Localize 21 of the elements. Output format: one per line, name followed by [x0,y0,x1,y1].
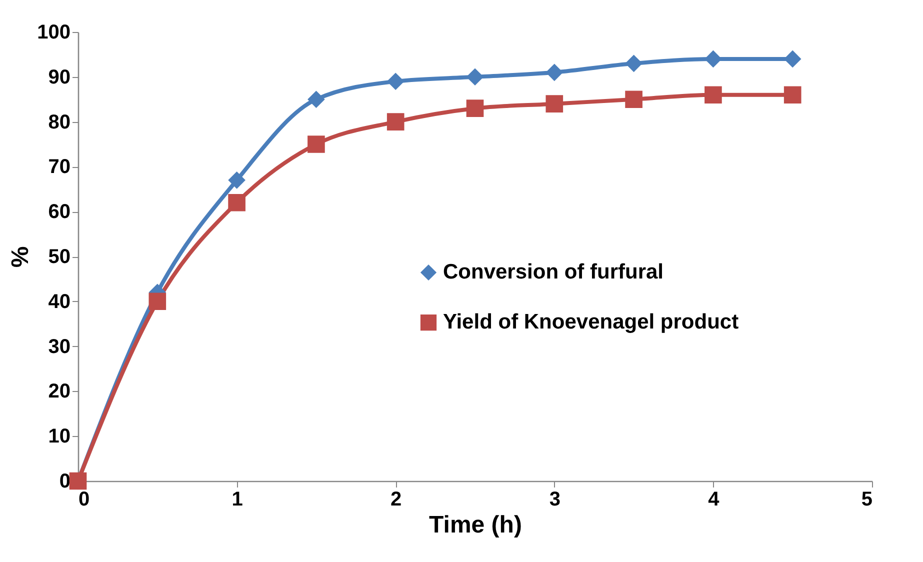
y-tick-label: 80 [48,111,70,134]
y-tick-label: 100 [37,22,70,44]
x-tick-label: 1 [232,488,243,510]
legend-label: Yield of Knoevenagel product [443,310,739,334]
x-tick-label: 2 [390,488,402,510]
y-axis-title: % [7,246,34,268]
y-tick-label: 50 [48,246,70,268]
y-tick-label: 20 [48,380,70,403]
legend-label: Conversion of furfural [443,260,664,284]
x-tick-label: 3 [549,488,560,510]
x-axis-title: Time (h) [429,512,522,538]
y-tick-label: 90 [48,66,70,88]
x-tick-label: 4 [708,488,720,510]
y-tick-label: 60 [48,201,70,224]
x-tick-label: 0 [78,488,90,510]
y-tick-label: 40 [48,290,70,313]
y-tick-label: 70 [48,156,70,178]
y-tick-label: 30 [48,336,70,358]
x-tick-label: 5 [861,488,872,510]
y-tick-label: 0 [59,470,70,492]
y-tick-label: 10 [48,426,70,448]
